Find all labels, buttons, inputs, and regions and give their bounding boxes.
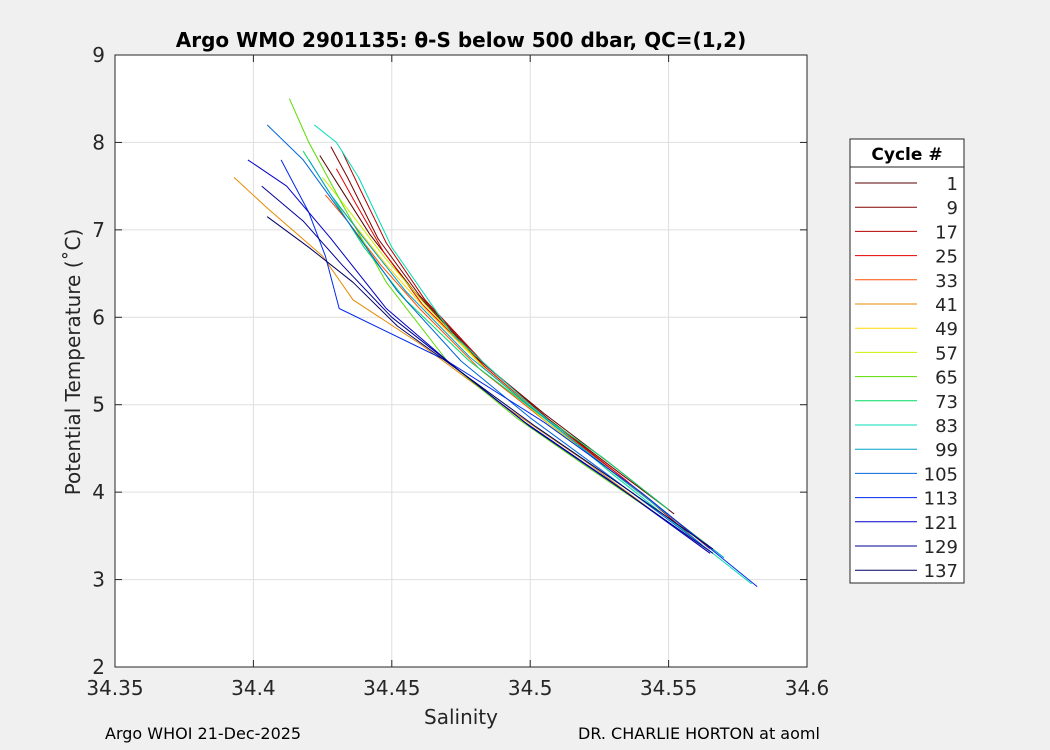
series-line-cycle-65	[288, 98, 664, 519]
y-tick-label: 8	[92, 130, 105, 154]
x-tick-label: 34.55	[640, 676, 697, 700]
legend-entry: 33	[935, 271, 958, 292]
chart-title: Argo WMO 2901135: θ-S below 500 dbar, QC…	[176, 28, 746, 52]
y-tick-label: 5	[92, 393, 105, 417]
legend-entry: 137	[924, 561, 958, 582]
legend-entry: 121	[924, 513, 958, 534]
y-tick-label: 7	[92, 218, 105, 242]
y-tick-label: 2	[92, 655, 105, 679]
legend-entry: 49	[935, 319, 958, 340]
legend-box	[849, 138, 965, 584]
y-tick-label: 9	[92, 43, 105, 67]
series-line-cycle-105	[266, 124, 703, 546]
y-axis: 2 3 4 5 6 7 8 9	[92, 43, 807, 679]
series-line-cycle-83	[313, 124, 752, 585]
legend-entry: 41	[935, 295, 958, 316]
legend-entry: 129	[924, 537, 958, 558]
legend-entry: 1	[947, 174, 958, 195]
legend-entry: 83	[935, 416, 958, 437]
x-axis-label: Salinity	[424, 705, 498, 729]
footer-source: Argo WHOI 21-Dec-2025	[105, 724, 302, 743]
y-tick-label: 4	[92, 480, 105, 504]
series-line-cycle-9	[330, 146, 669, 511]
series-line-cycle-137	[266, 216, 714, 550]
series-line-cycle-121	[247, 159, 711, 554]
legend-entry: 113	[924, 489, 958, 510]
y-tick-label: 3	[92, 568, 105, 592]
footer-author: DR. CHARLIE HORTON at aoml	[578, 724, 820, 743]
x-tick-label: 34.5	[508, 676, 553, 700]
legend-entry: 25	[935, 247, 958, 268]
series-line-cycle-129	[261, 185, 714, 554]
x-tick-label: 34.45	[363, 676, 420, 700]
legend-entry: 9	[947, 198, 958, 219]
legend-entry: 73	[935, 392, 958, 413]
legend-entry: 99	[935, 440, 958, 461]
series-line-cycle-113	[280, 159, 758, 587]
legend: Cycle # 19172533414957657383991051131211…	[849, 138, 965, 584]
legend-entry: 65	[935, 368, 958, 389]
legend-entry: 17	[935, 222, 958, 243]
legend-items: 1 9 17 25 33 41 49 57 65 73 83 99 105 113 121 129 137	[855, 174, 958, 582]
y-tick-label: 6	[92, 305, 105, 329]
legend-entry: 57	[935, 343, 958, 364]
series-line-cycle-73	[302, 150, 669, 510]
x-tick-label: 34.35	[86, 676, 143, 700]
legend-title: Cycle #	[871, 145, 942, 165]
series-line-cycle-41	[233, 177, 711, 554]
series-lines	[233, 98, 758, 587]
y-axis-label: Potential Temperature (˚C)	[61, 229, 85, 496]
x-axis: 34.35 34.4 34.45 34.5 34.55 34.6	[86, 55, 829, 700]
plot-frame	[114, 54, 808, 668]
x-tick-label: 34.6	[785, 676, 830, 700]
legend-entry: 105	[924, 464, 958, 485]
x-tick-label: 34.4	[231, 676, 276, 700]
